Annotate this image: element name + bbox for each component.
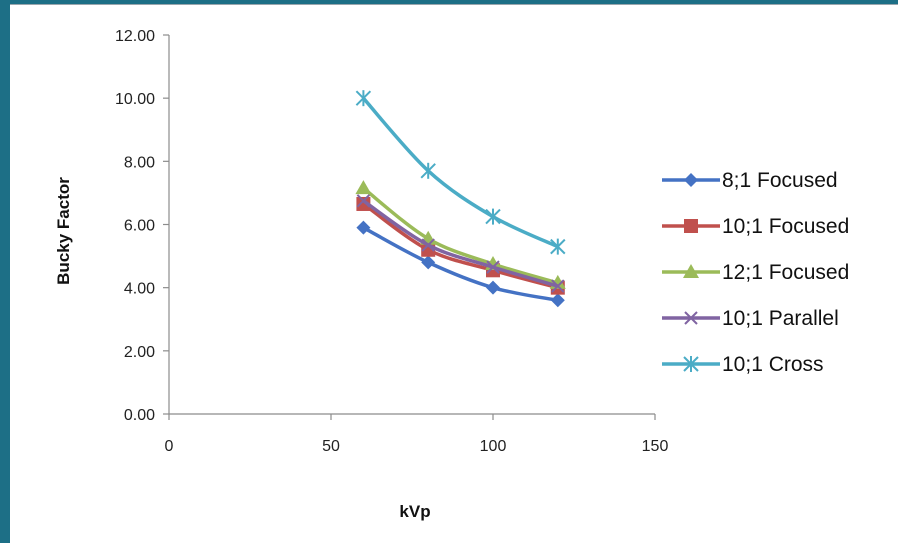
series-line [362,186,559,285]
legend-marker [684,311,698,325]
y-tick-label: 4.00 [124,281,155,298]
data-point [550,293,565,308]
x-tick-label: 150 [642,438,669,455]
y-tick-label: 6.00 [124,218,155,235]
data-point [356,220,371,235]
legend-label: 10;1 Focused [722,215,849,238]
legend-label: 10;1 Cross [722,353,824,376]
data-point [355,90,372,107]
line-chart: 0.00 2.00 4.00 6.00 8.00 10.00 12.00 0 50 100 150… [54,28,849,521]
chart-frame: 0.00 2.00 4.00 6.00 8.00 10.00 12.00 0 50 100 150… [10,4,898,543]
y-tick-labels: 0.00 2.00 4.00 6.00 8.00 10.00 12.00 [115,28,169,424]
legend-item: 8;1 Focused [662,169,838,192]
legend-marker [683,356,699,372]
data-point [486,260,500,274]
x-tick-label: 50 [322,438,340,455]
legend-label: 10;1 Parallel [722,307,839,330]
data-point [421,255,436,270]
y-tick-label: 2.00 [124,344,155,361]
legend-marker [684,219,698,233]
y-axis-title: Bucky Factor [54,177,73,285]
series-5 [355,90,566,255]
series-4 [356,194,565,293]
legend-label: 8;1 Focused [722,169,838,192]
legend-label: 12;1 Focused [722,261,849,284]
axes [168,35,655,415]
x-axis-title: kVp [399,502,430,521]
legend: 8;1 Focused 10;1 Focused 12;1 Focused 10;1 … [662,169,849,376]
series-1 [356,220,565,308]
legend-item: 10;1 Focused [662,215,849,238]
series-line [362,202,559,290]
series-group [355,90,566,308]
legend-item: 10;1 Parallel [662,307,839,330]
data-point [356,194,371,208]
data-point [420,162,436,179]
y-tick-label: 8.00 [124,154,155,171]
data-point [356,196,371,211]
legend-marker [684,173,698,187]
data-point [486,280,500,295]
data-point [551,279,565,293]
legend-item: 12;1 Focused [662,261,849,284]
x-tick-label: 0 [165,438,174,455]
series-line [362,97,559,249]
series-line [362,199,559,288]
series-line [362,226,559,303]
data-point [485,208,501,225]
data-point [355,180,372,195]
y-tick-label: 10.00 [115,91,155,108]
data-point [421,238,435,252]
x-tick-labels: 0 50 100 150 [165,414,669,455]
x-tick-label: 100 [480,438,507,455]
legend-item: 10;1 Cross [662,353,824,376]
y-tick-label: 0.00 [124,407,155,424]
legend-marker [683,264,699,278]
data-point [550,238,566,255]
y-tick-label: 12.00 [115,28,155,45]
